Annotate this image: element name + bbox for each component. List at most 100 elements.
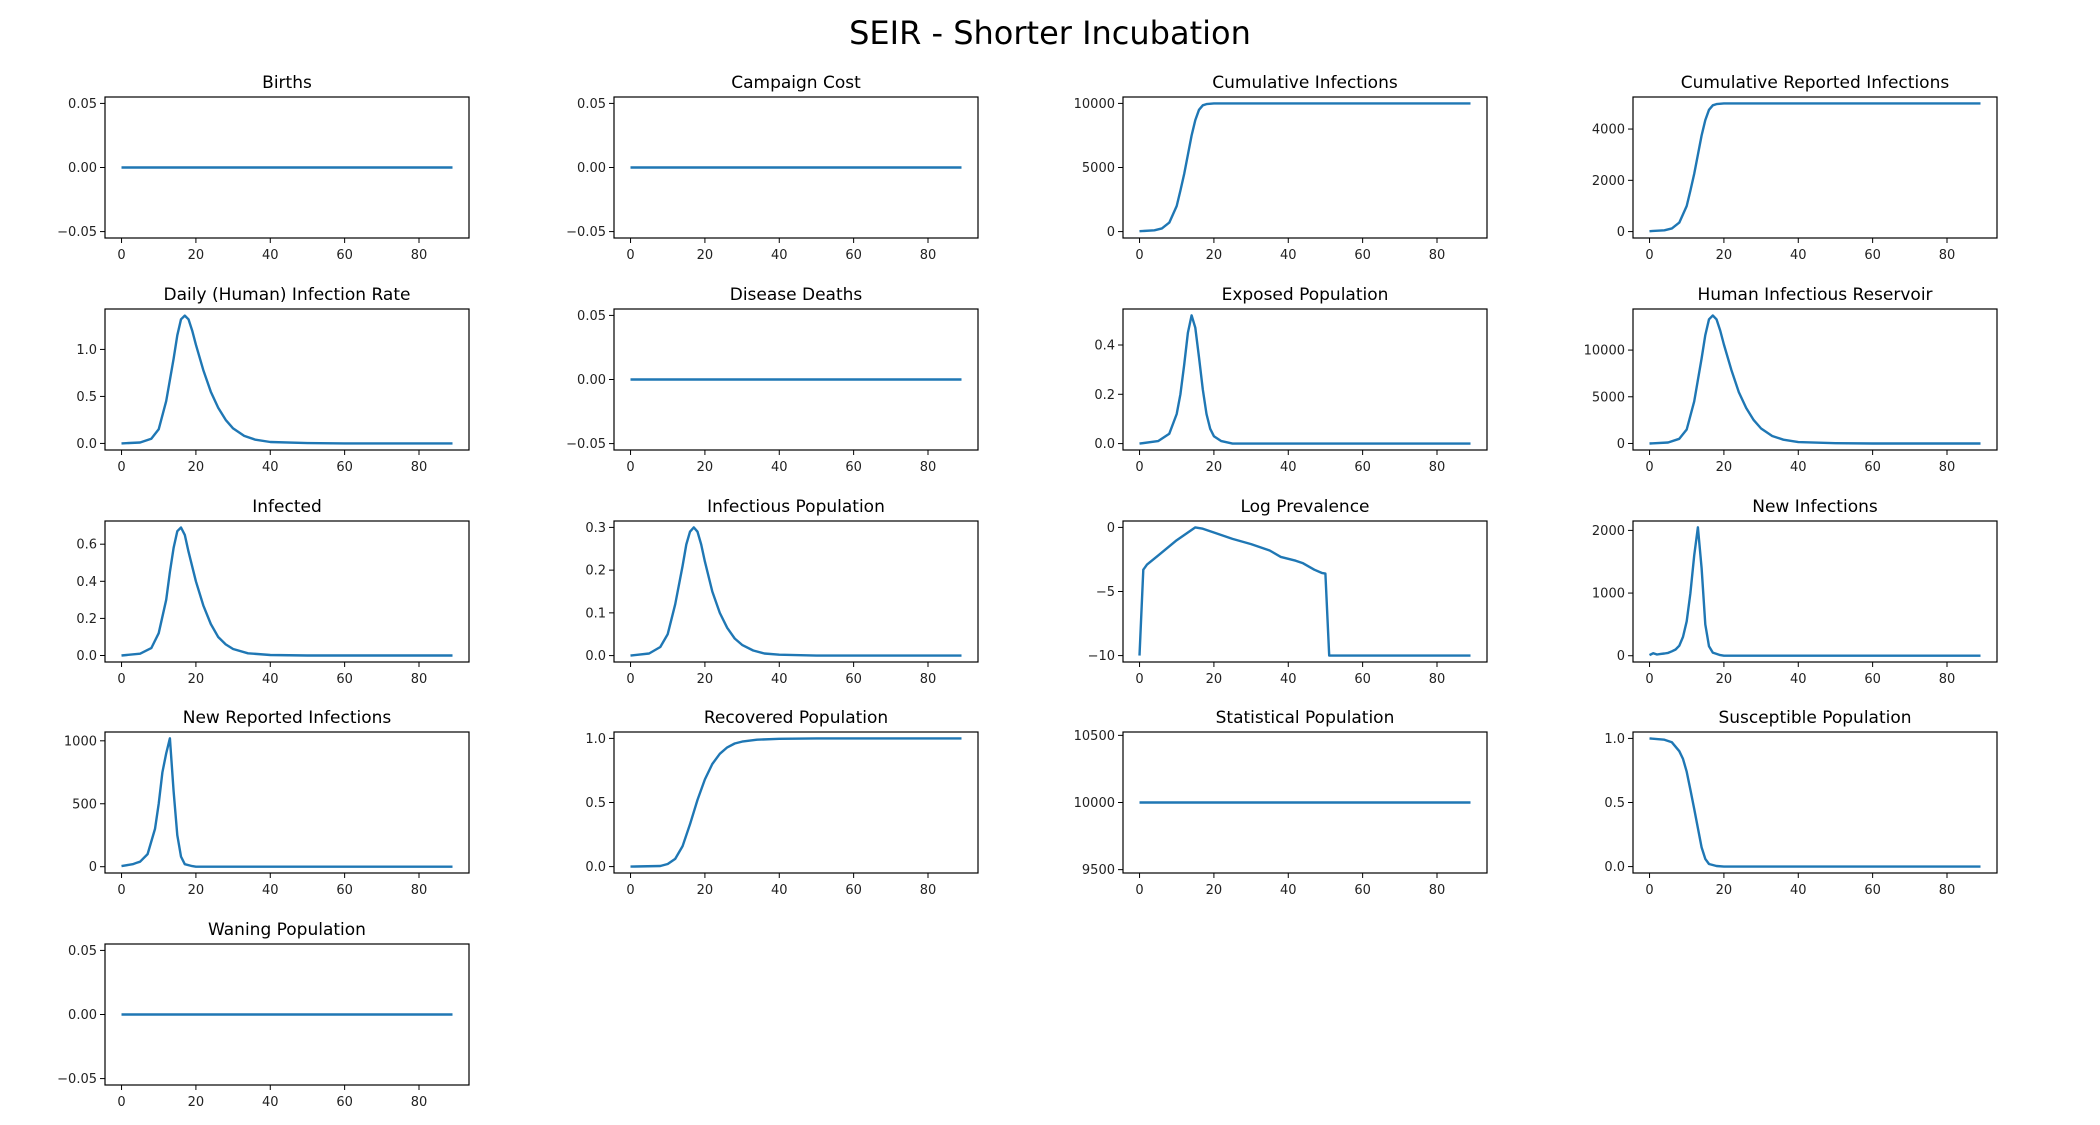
x-tick-label: 20 — [1716, 460, 1733, 475]
x-tick-label: 60 — [1864, 460, 1881, 475]
x-tick-label: 40 — [1790, 883, 1807, 898]
axes-frame — [104, 731, 470, 874]
x-tick-label: 80 — [920, 248, 937, 263]
subplot: Infectious Population 0 20 40 60 80 0.0 0.1 0.2 0… — [585, 497, 979, 687]
y-tick-label: 0.2 — [1094, 388, 1115, 403]
y-tick-label: 0.0 — [585, 649, 606, 664]
y-tick-label: 0 — [1107, 225, 1115, 240]
subplot-title: Infected — [252, 497, 322, 517]
x-tick-label: 20 — [697, 883, 714, 898]
subplot: New Reported Infections 0 20 40 60 80 0 500 1000 — [64, 708, 470, 898]
y-tick-label: −10 — [1088, 649, 1115, 664]
y-tick-label: 1.0 — [585, 732, 606, 747]
y-tick-label: 1000 — [1592, 587, 1625, 602]
subplot-title: Waning Population — [208, 920, 366, 940]
series-line — [1649, 737, 1981, 868]
x-tick-label: 0 — [1645, 672, 1653, 687]
x-tick-label: 80 — [920, 460, 937, 475]
axes-frame — [104, 308, 470, 451]
series-line — [1649, 102, 1981, 233]
x-tick-label: 40 — [1280, 672, 1297, 687]
y-tick-label: 1000 — [64, 734, 97, 749]
x-tick-label: 20 — [1716, 883, 1733, 898]
x-tick-label: 0 — [1135, 672, 1143, 687]
y-tick-label: 0.0 — [76, 437, 97, 452]
y-tick-label: 0.00 — [577, 161, 606, 176]
series-line — [1139, 314, 1471, 445]
subplot-title: New Infections — [1752, 497, 1878, 517]
x-tick-label: 20 — [188, 248, 205, 263]
y-tick-label: 0.00 — [68, 1008, 97, 1023]
x-tick-label: 60 — [1864, 672, 1881, 687]
subplot: New Infections 0 20 40 60 80 0 1000 2000 — [1592, 497, 1998, 687]
y-tick-label: 0.2 — [76, 612, 97, 627]
subplot: Cumulative Infections 0 20 40 60 80 0 5000 10000 — [1074, 73, 1488, 263]
series-line — [121, 737, 453, 868]
x-tick-label: 0 — [1135, 248, 1143, 263]
x-tick-label: 60 — [1354, 460, 1371, 475]
x-tick-label: 60 — [336, 672, 353, 687]
y-tick-label: 10000 — [1074, 97, 1115, 112]
x-tick-label: 80 — [1939, 460, 1956, 475]
y-tick-label: 1.0 — [1604, 732, 1625, 747]
y-tick-label: 10000 — [1584, 344, 1625, 359]
y-tick-label: 0.3 — [585, 521, 606, 536]
axes-frame — [1632, 731, 1998, 874]
axes-frame — [1122, 308, 1488, 451]
x-tick-label: 60 — [1864, 883, 1881, 898]
axes-frame — [1632, 308, 1998, 451]
y-tick-label: −0.05 — [566, 437, 606, 452]
subplot-title: Exposed Population — [1222, 285, 1389, 305]
x-tick-label: 60 — [1354, 248, 1371, 263]
x-tick-label: 40 — [1280, 248, 1297, 263]
figure-title: SEIR - Shorter Incubation — [849, 14, 1251, 52]
x-tick-label: 40 — [771, 460, 788, 475]
x-tick-label: 20 — [697, 460, 714, 475]
x-tick-label: 40 — [1280, 883, 1297, 898]
x-tick-label: 80 — [1939, 672, 1956, 687]
y-tick-label: 0.05 — [577, 309, 606, 324]
axes-frame — [1632, 520, 1998, 663]
subplot-title: New Reported Infections — [183, 708, 392, 728]
y-tick-label: −0.05 — [566, 225, 606, 240]
subplot: Births 0 20 40 60 80 −0.05 0.00 0.05 — [57, 73, 470, 263]
y-tick-label: 0.5 — [585, 796, 606, 811]
axes-frame — [613, 520, 979, 663]
x-tick-label: 0 — [117, 460, 125, 475]
y-tick-label: −0.05 — [57, 1072, 97, 1087]
series-line — [1139, 102, 1471, 233]
x-tick-label: 20 — [1206, 460, 1223, 475]
series-line — [1648, 526, 1981, 657]
y-tick-label: 0 — [1617, 437, 1625, 452]
x-tick-label: 0 — [117, 672, 125, 687]
x-tick-label: 60 — [336, 1095, 353, 1110]
x-tick-label: 40 — [771, 883, 788, 898]
subplot-title: Log Prevalence — [1240, 497, 1369, 517]
x-tick-label: 0 — [626, 672, 634, 687]
subplot-title: Infectious Population — [707, 497, 885, 517]
subplot: Campaign Cost 0 20 40 60 80 −0.05 0.00 0.05 — [566, 73, 979, 263]
x-tick-label: 80 — [1939, 883, 1956, 898]
x-tick-label: 0 — [1135, 883, 1143, 898]
x-tick-label: 0 — [1645, 460, 1653, 475]
x-tick-label: 80 — [411, 460, 428, 475]
x-tick-label: 0 — [626, 248, 634, 263]
series-line — [1649, 314, 1981, 445]
x-tick-label: 80 — [411, 672, 428, 687]
y-tick-label: 0 — [1617, 649, 1625, 664]
y-tick-label: 5000 — [1592, 390, 1625, 405]
x-tick-label: 20 — [188, 672, 205, 687]
x-tick-label: 20 — [1206, 672, 1223, 687]
subplot-title: Recovered Population — [704, 708, 888, 728]
y-tick-label: 0.6 — [76, 538, 97, 553]
y-tick-label: 0.05 — [577, 97, 606, 112]
y-tick-label: 10000 — [1074, 796, 1115, 811]
x-tick-label: 0 — [117, 248, 125, 263]
axes-frame — [1122, 96, 1488, 239]
x-tick-label: 40 — [262, 883, 279, 898]
x-tick-label: 0 — [626, 883, 634, 898]
x-tick-label: 80 — [411, 1095, 428, 1110]
series-line — [1138, 526, 1471, 657]
series-line — [630, 737, 962, 868]
subplot: Log Prevalence 0 20 40 60 80 −10 −5 0 — [1088, 497, 1488, 687]
